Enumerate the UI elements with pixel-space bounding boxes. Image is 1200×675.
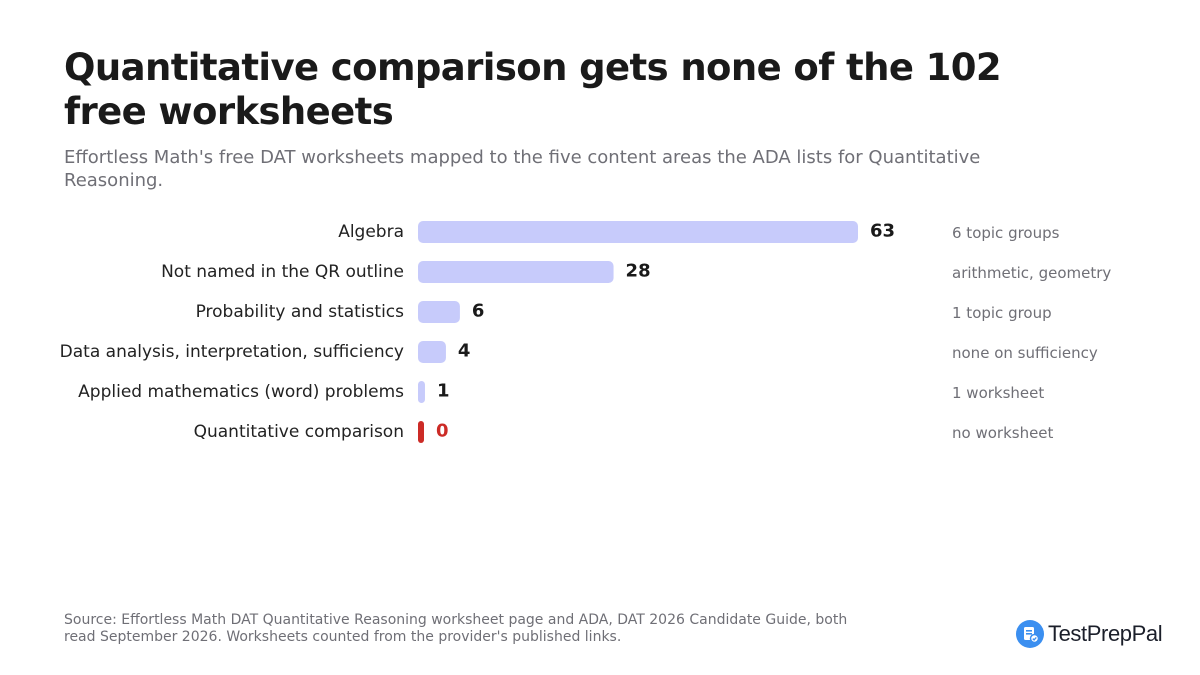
chart-subtitle: Effortless Math's free DAT worksheets ma… bbox=[64, 147, 981, 191]
document-check-icon bbox=[1016, 620, 1044, 648]
category-label: Probability and statistics bbox=[196, 302, 405, 322]
category-label: Not named in the QR outline bbox=[161, 262, 404, 282]
annotation-label: no worksheet bbox=[952, 424, 1054, 442]
category-label: Applied mathematics (word) problems bbox=[78, 382, 404, 402]
brand-name: TestPrepPal bbox=[1048, 621, 1163, 646]
bar bbox=[418, 421, 424, 443]
category-label: Algebra bbox=[338, 222, 404, 242]
annotation-label: 1 worksheet bbox=[952, 384, 1044, 402]
value-label: 63 bbox=[870, 221, 895, 242]
bar bbox=[418, 221, 858, 243]
value-label: 4 bbox=[458, 341, 471, 362]
value-label: 6 bbox=[472, 301, 485, 322]
value-label: 28 bbox=[626, 261, 651, 282]
brand-logo: TestPrepPal bbox=[1016, 620, 1163, 648]
bar-chart: Algebra 63 6 topic groups Not named in the … bbox=[60, 221, 1111, 443]
value-label: 0 bbox=[436, 421, 449, 442]
annotation-label: none on sufficiency bbox=[952, 344, 1098, 362]
annotation-label: 6 topic groups bbox=[952, 224, 1060, 242]
bar bbox=[418, 341, 446, 363]
chart-title: Quantitative comparison gets none of the… bbox=[64, 46, 1002, 133]
bar bbox=[418, 261, 614, 283]
source-note: Source: Effortless Math DAT Quantitative… bbox=[64, 612, 848, 645]
annotation-label: arithmetic, geometry bbox=[952, 264, 1111, 282]
category-label: Quantitative comparison bbox=[194, 422, 404, 442]
category-label: Data analysis, interpretation, sufficien… bbox=[60, 342, 404, 362]
bar bbox=[418, 301, 460, 323]
value-label: 1 bbox=[437, 381, 450, 402]
annotation-label: 1 topic group bbox=[952, 304, 1052, 322]
bar bbox=[418, 381, 425, 403]
